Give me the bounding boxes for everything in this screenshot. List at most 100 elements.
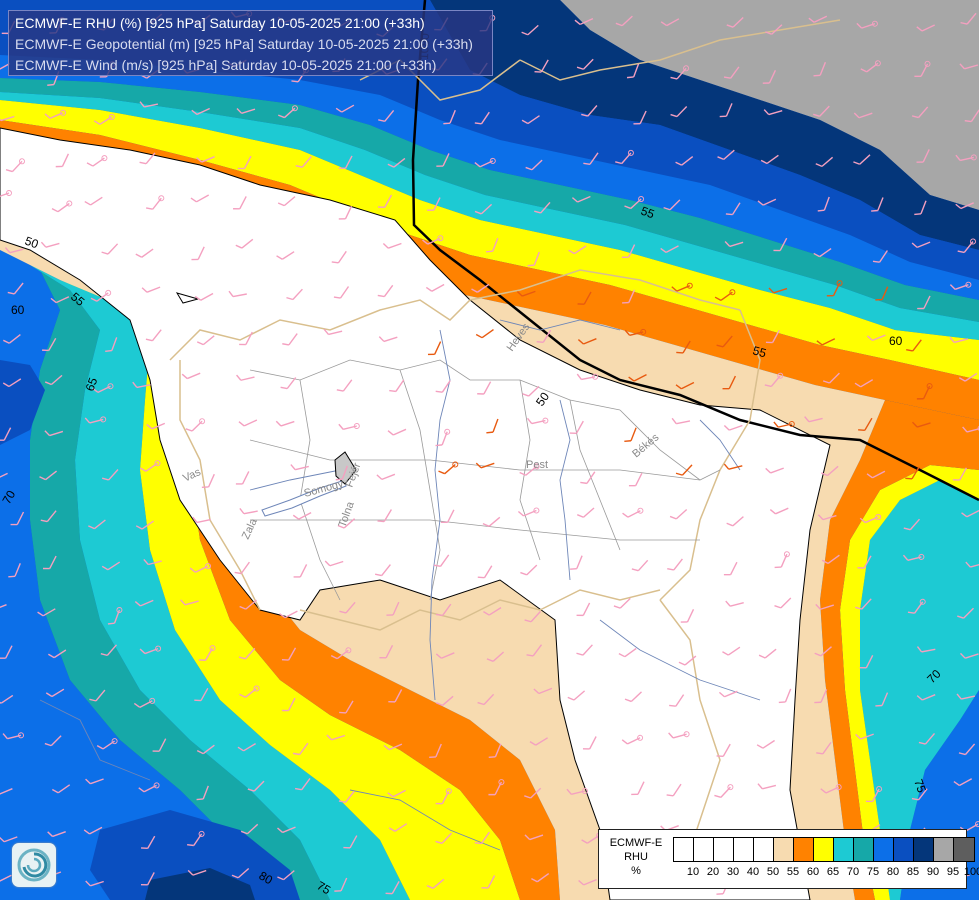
wind-barb: [0, 115, 15, 122]
wind-barb: [435, 832, 453, 844]
rhu-70-band-east: [860, 480, 979, 900]
wind-barb: [236, 107, 256, 114]
wind-barb: [383, 743, 403, 751]
wind-barb: [571, 195, 591, 203]
wind-barb: [524, 834, 544, 841]
wind-barb: [723, 561, 738, 576]
wind-barb: [194, 687, 209, 702]
legend-tick-30: 30: [726, 866, 740, 878]
wind-barb: [92, 383, 114, 393]
wind-barb: [387, 789, 406, 798]
wind-barb: [567, 690, 586, 701]
wind-barb: [519, 463, 540, 476]
wind-barb: [726, 516, 744, 527]
wind-barb: [377, 509, 393, 523]
wind-barb: [778, 688, 792, 704]
wind-barb: [959, 652, 979, 659]
wind-barb: [911, 421, 931, 428]
wind-barb: [822, 372, 840, 384]
wind-barb: [2, 732, 24, 740]
wind-barb: [471, 283, 490, 293]
wind-barb: [529, 737, 548, 746]
wind-barb: [670, 65, 690, 80]
wind-barb: [773, 421, 795, 428]
wind-barb: [953, 778, 973, 787]
wind-barb: [821, 465, 839, 477]
map-title-box: ECMWF-E RHU (%) [925 hPa] Saturday 10-05…: [8, 10, 493, 76]
wind-barb: [534, 201, 551, 214]
wind-barb: [723, 424, 743, 431]
wind-barb: [757, 198, 777, 206]
wind-barb: [769, 507, 789, 515]
wind-barb: [581, 105, 598, 117]
wind-barb: [486, 651, 505, 662]
wind-barb: [378, 194, 393, 208]
wind-barb: [576, 507, 595, 518]
wind-barb: [583, 152, 599, 165]
wind-barb: [660, 245, 679, 254]
wind-barb: [5, 158, 25, 173]
wind-barb: [440, 509, 455, 524]
wind-barb: [568, 245, 587, 255]
wind-barb: [578, 878, 597, 886]
wind-barb: [663, 199, 681, 211]
legend-model: ECMWF-E: [609, 837, 663, 849]
legend-swatch-70: [834, 838, 854, 861]
wind-barb: [722, 646, 741, 656]
rhu-50-notch-white: [560, 590, 640, 760]
wind-barb: [196, 156, 215, 163]
wind-barb: [757, 783, 777, 790]
wind-barb: [527, 251, 540, 267]
wind-barb: [576, 373, 599, 381]
wind-barb: [902, 553, 925, 561]
wind-barb: [323, 328, 343, 336]
wind-barb: [853, 112, 873, 119]
wind-barb: [40, 510, 57, 523]
wind-barb: [234, 561, 250, 575]
wind-barb: [624, 196, 645, 210]
wind-barb: [277, 870, 295, 881]
wind-barb: [382, 242, 402, 249]
wind-barb: [237, 155, 252, 170]
wind-barb: [613, 597, 631, 609]
wind-barb: [576, 602, 591, 617]
wind-barb: [814, 646, 832, 657]
rhu-legend: ECMWF-E RHU % 10 20 30 40 50 55 60 65 70 75 80 85 90…: [598, 829, 979, 889]
wind-barb: [723, 66, 740, 79]
wind-barb: [293, 564, 308, 578]
rhu-60-band-west: [120, 305, 560, 900]
wind-barb: [718, 690, 738, 698]
wind-barb: [44, 735, 62, 747]
wind-barb: [339, 700, 354, 714]
wind-barb: [333, 286, 350, 299]
wind-barb: [39, 470, 58, 481]
wind-barb: [965, 561, 979, 568]
wind-barb: [763, 109, 783, 116]
wind-barb: [139, 645, 162, 655]
wind-barb: [37, 608, 56, 617]
wind-barb: [911, 788, 928, 801]
wind-barb: [716, 743, 731, 757]
wind-barb: [916, 24, 935, 32]
legend-tick-95: 95: [946, 866, 960, 878]
legend-tick-50: 50: [766, 866, 780, 878]
wind-barb: [474, 111, 490, 125]
wind-barb: [524, 787, 542, 799]
wind-barb: [475, 329, 494, 339]
wind-barb: [621, 244, 636, 259]
wind-barb: [238, 647, 256, 660]
wind-barb: [580, 471, 596, 485]
wind-barb: [566, 788, 588, 795]
wind-barb: [0, 694, 14, 704]
legend-unit: %: [631, 865, 641, 877]
wind-barb: [192, 516, 211, 524]
legend-swatch-10: [674, 838, 694, 861]
rhu-95-region-north: [560, 0, 979, 210]
wind-barb: [239, 599, 257, 610]
wind-barb: [773, 237, 788, 252]
wind-barb: [187, 869, 207, 876]
wind-barb: [526, 417, 549, 425]
wind-barb: [911, 106, 929, 119]
rhu-75-band-west: [0, 250, 330, 900]
